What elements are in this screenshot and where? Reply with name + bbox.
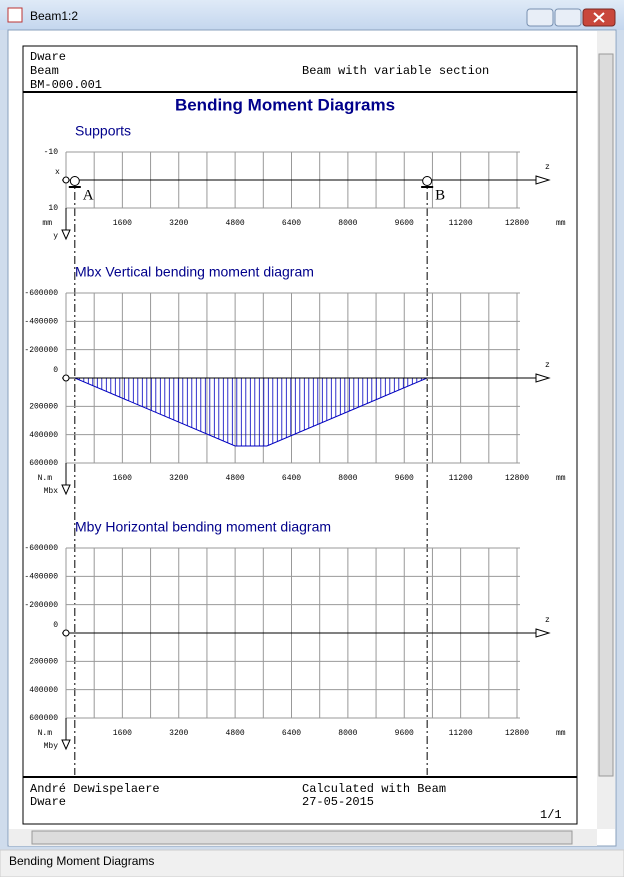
support-label: B: [435, 187, 445, 203]
y-unit: N.m: [38, 729, 53, 738]
x-tick-label: 6400: [282, 729, 301, 738]
y-axis-label: Mby: [44, 742, 59, 751]
description: Beam with variable section: [302, 64, 489, 78]
client-area: [7, 29, 617, 847]
y-tick-label: 600000: [29, 714, 58, 723]
panel-title: Supports: [75, 123, 131, 139]
origin-label: x: [55, 168, 60, 177]
page-title: Bending Moment Diagrams: [175, 95, 395, 114]
x-tick-label: 1600: [113, 729, 132, 738]
y-unit: N.m: [38, 474, 53, 483]
company: Dware: [30, 50, 66, 64]
moment-diagram: [74, 377, 428, 447]
app-icon: [7, 7, 23, 23]
x-tick-label: 6400: [282, 474, 301, 483]
y-tick-label: 400000: [29, 431, 58, 440]
y-tick-label: 200000: [29, 402, 58, 411]
author: André Dewispelaere: [30, 782, 160, 796]
y-axis-arrow: [61, 739, 71, 751]
y-tick-label: 400000: [29, 686, 58, 695]
scroll-thumb-h[interactable]: [31, 830, 573, 845]
x-tick-label: 1600: [113, 474, 132, 483]
x-tick-label: 6400: [282, 219, 301, 228]
x-tick-label: 8000: [338, 219, 357, 228]
scroll-thumb[interactable]: [598, 53, 614, 777]
x-unit: mm: [556, 219, 566, 228]
y-tick-label: -400000: [24, 317, 58, 326]
origin: [62, 629, 70, 637]
x-tick-label: 1600: [113, 219, 132, 228]
page-border: [22, 45, 578, 825]
y-axis-arrow: [61, 229, 71, 241]
x-tick-label: 4800: [226, 729, 245, 738]
y-axis-arrow: [61, 484, 71, 496]
x-axis-label: z: [545, 616, 550, 625]
window-title: Beam1:2: [30, 9, 78, 23]
maximize-button[interactable]: [554, 8, 582, 27]
origin: [62, 176, 70, 184]
x-axis-label: z: [545, 163, 550, 172]
y-unit: mm: [42, 219, 52, 228]
y-tick-label: 10: [48, 204, 58, 213]
reference: BM-000.001: [30, 78, 102, 92]
x-tick-label: 3200: [169, 729, 188, 738]
x-tick-label: 8000: [338, 474, 357, 483]
support: [422, 176, 433, 186]
y-tick-label: -600000: [24, 289, 58, 298]
x-tick-label: 9600: [395, 474, 414, 483]
y-tick-label: -400000: [24, 572, 58, 581]
status-text: Bending Moment Diagrams: [9, 854, 154, 868]
y-tick-label: -200000: [24, 346, 58, 355]
axis-arrow: [535, 373, 551, 383]
y-tick-label: 600000: [29, 459, 58, 468]
program: Beam: [30, 64, 59, 78]
y-tick-label: -600000: [24, 544, 58, 553]
x-tick-label: 9600: [395, 219, 414, 228]
x-unit: mm: [556, 474, 566, 483]
y-tick-label: 0: [53, 621, 58, 630]
date: 27-05-2015: [302, 795, 374, 809]
y-tick-label: -10: [44, 148, 59, 157]
footer-company: Dware: [30, 795, 66, 809]
x-unit: mm: [556, 729, 566, 738]
title-bar: [0, 0, 624, 30]
page-number: 1/1: [540, 808, 562, 822]
panel-title: Mbx Vertical bending moment diagram: [75, 264, 314, 280]
x-tick-label: 3200: [169, 474, 188, 483]
x-tick-label: 11200: [449, 219, 473, 228]
x-tick-label: 8000: [338, 729, 357, 738]
x-tick-label: 3200: [169, 219, 188, 228]
minimize-button[interactable]: [526, 8, 554, 27]
x-tick-label: 11200: [449, 729, 473, 738]
x-tick-label: 11200: [449, 474, 473, 483]
note: Calculated with Beam: [302, 782, 446, 796]
y-tick-label: -200000: [24, 601, 58, 610]
y-axis-label: y: [53, 232, 58, 241]
y-tick-label: 200000: [29, 657, 58, 666]
axis-arrow: [535, 175, 551, 185]
x-tick-label: 4800: [226, 219, 245, 228]
support-label: A: [83, 187, 94, 203]
x-tick-label: 12800: [505, 474, 529, 483]
origin: [62, 374, 70, 382]
y-axis-label: Mbx: [44, 487, 59, 496]
x-tick-label: 9600: [395, 729, 414, 738]
panel-title: Mby Horizontal bending moment diagram: [75, 519, 331, 535]
x-tick-label: 4800: [226, 474, 245, 483]
axis-arrow: [535, 628, 551, 638]
y-tick-label: 0: [53, 366, 58, 375]
x-tick-label: 12800: [505, 729, 529, 738]
close-icon: [593, 12, 605, 23]
status-bar: [0, 849, 624, 877]
x-tick-label: 12800: [505, 219, 529, 228]
x-axis-label: z: [545, 361, 550, 370]
support: [69, 176, 80, 186]
